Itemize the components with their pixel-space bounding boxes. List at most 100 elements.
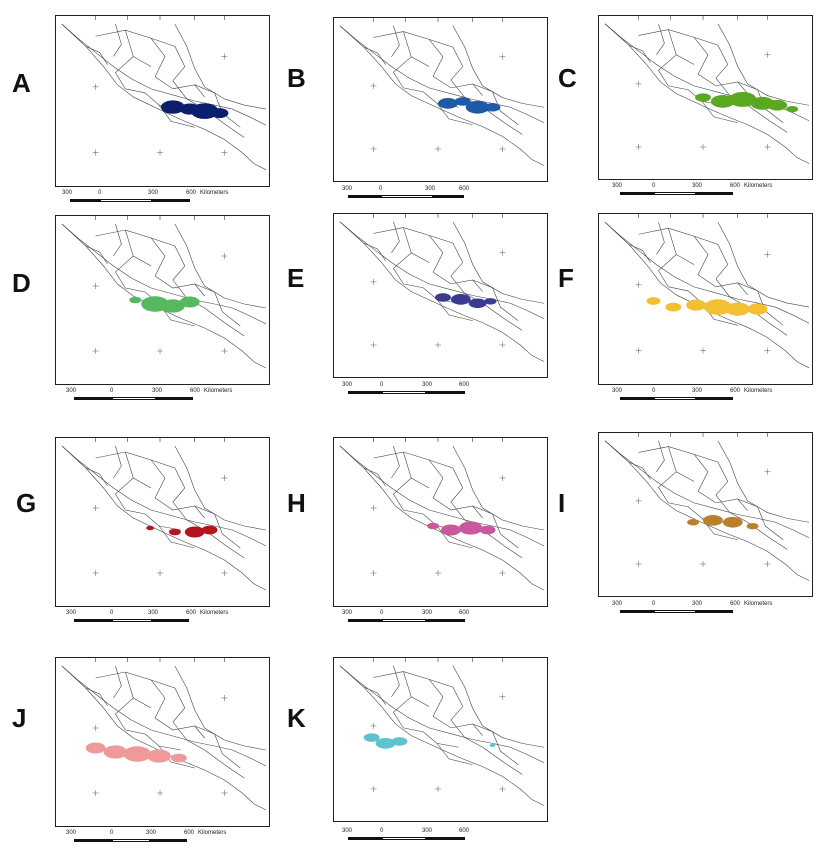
- boundary-line: [436, 299, 473, 322]
- graticule-cross: [221, 570, 228, 576]
- boundary-line: [482, 107, 523, 135]
- graticule-cross: [700, 561, 706, 567]
- distribution-patch: [646, 297, 661, 305]
- boundary-line: [472, 723, 519, 765]
- distribution-patch: [479, 525, 496, 535]
- boundary-line: [715, 494, 748, 523]
- boundary-line: [125, 729, 181, 751]
- distribution-patch: [665, 302, 682, 312]
- map-panel-k: [333, 657, 548, 822]
- distribution-patch: [695, 93, 711, 102]
- boundary-line: [452, 665, 545, 748]
- boundary-line: [429, 679, 464, 721]
- graticule-cross: [499, 475, 506, 481]
- boundary-line: [61, 223, 267, 369]
- distribution-patch: [438, 98, 458, 109]
- boundary-line: [125, 229, 152, 267]
- map-g: [61, 438, 267, 591]
- distribution-patch: [184, 526, 205, 538]
- distribution-patch: [123, 746, 152, 762]
- boundary-line: [429, 39, 464, 81]
- boundary-line: [403, 283, 459, 304]
- panel-label-c: C: [558, 63, 577, 93]
- scalebar-j: 300 0 300 600 Kilometers: [66, 830, 266, 848]
- scalebar-k: 300 0 300 600: [342, 828, 542, 846]
- map-panel-f: [598, 213, 813, 385]
- boundary-line: [194, 84, 241, 128]
- graticule-cross: [635, 498, 642, 504]
- map-panel-i: [598, 432, 813, 597]
- graticule-cross: [221, 475, 228, 481]
- boundary-line: [339, 221, 545, 320]
- scalebar-h: 300 0 300 600: [342, 610, 542, 628]
- boundary-line: [339, 445, 545, 591]
- map-b: [339, 18, 545, 166]
- graticule-cross: [157, 149, 163, 156]
- distribution-patch: [767, 99, 788, 111]
- graticule-cross: [435, 570, 441, 576]
- boundary-line: [656, 222, 665, 255]
- boundary-line: [194, 505, 241, 549]
- boundary-line: [717, 221, 810, 308]
- distribution-patch: [454, 97, 471, 106]
- boundary-line: [628, 44, 651, 63]
- graticule-cross: [221, 253, 228, 259]
- boundary-line: [604, 221, 810, 369]
- map-i: [604, 433, 810, 581]
- boundary-line: [373, 31, 444, 77]
- boundary-line: [450, 719, 483, 748]
- boundary-line: [194, 725, 241, 769]
- boundary-line: [656, 440, 665, 472]
- distribution-patch: [435, 293, 451, 302]
- boundary-line: [393, 56, 412, 89]
- graticule-cross: [764, 251, 771, 258]
- graticule-cross: [92, 570, 99, 576]
- boundary-line: [432, 715, 483, 736]
- boundary-line: [204, 307, 245, 337]
- boundary-line: [391, 25, 400, 57]
- graticule-cross: [499, 786, 506, 792]
- boundary-line: [339, 221, 545, 362]
- map-j: [61, 658, 267, 811]
- boundary-line: [391, 221, 400, 253]
- boundary-line: [115, 56, 134, 90]
- scalebar-b: 300 0 300 600: [342, 186, 542, 204]
- graticule-cross: [370, 342, 377, 348]
- boundary-line: [482, 529, 523, 559]
- boundary-line: [403, 727, 459, 748]
- boundary-line: [658, 254, 677, 288]
- graticule-cross: [499, 53, 506, 60]
- boundary-line: [393, 696, 412, 729]
- boundary-line: [174, 223, 267, 309]
- boundary-line: [363, 46, 386, 65]
- boundary-line: [697, 73, 748, 94]
- panel-label-k: K: [287, 703, 306, 733]
- graticule-cross: [370, 723, 377, 729]
- boundary-line: [697, 490, 748, 511]
- distribution-patch: [468, 298, 487, 309]
- map-panel-d: [55, 215, 270, 385]
- panel-label-h: H: [287, 488, 306, 518]
- boundary-line: [658, 471, 677, 504]
- boundary-line: [452, 445, 545, 531]
- boundary-line: [204, 749, 245, 779]
- graticule-cross: [92, 505, 99, 511]
- boundary-line: [172, 721, 205, 751]
- boundary-line: [452, 221, 545, 304]
- graticule-cross: [700, 347, 706, 354]
- graticule-cross: [92, 149, 99, 156]
- boundary-line: [151, 37, 186, 81]
- boundary-line: [339, 25, 545, 166]
- boundary-line: [373, 227, 444, 273]
- boundary-line: [373, 451, 444, 499]
- distribution-patch: [168, 528, 181, 536]
- boundary-line: [436, 103, 473, 126]
- boundary-line: [432, 271, 483, 292]
- distribution-patch: [161, 100, 185, 114]
- scalebar-i: 300 0 300 600 Kilometers: [612, 601, 812, 619]
- boundary-line: [668, 29, 695, 65]
- graticule-cross: [700, 144, 706, 150]
- distribution-patch: [170, 753, 187, 763]
- boundary-line: [125, 451, 152, 489]
- boundary-line: [668, 446, 695, 482]
